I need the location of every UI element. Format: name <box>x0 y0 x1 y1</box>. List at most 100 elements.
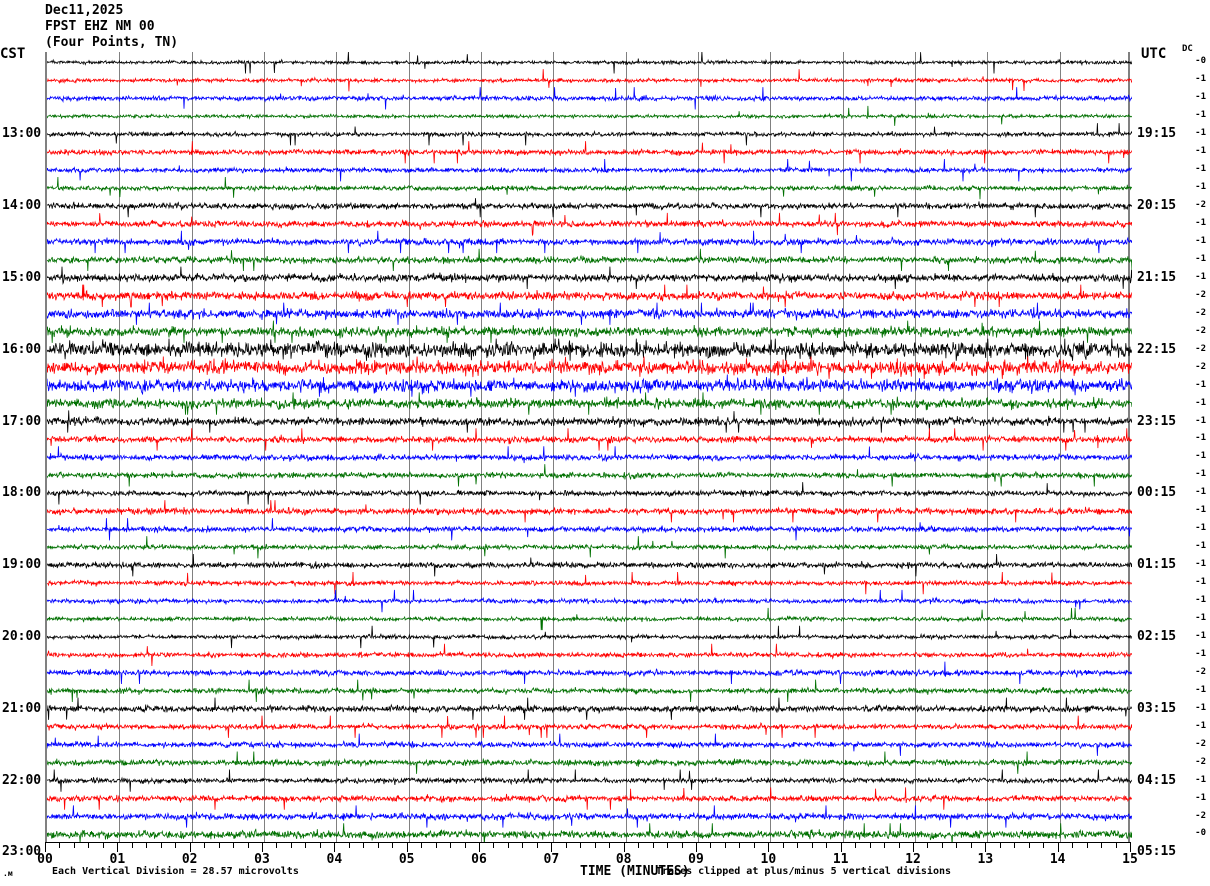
x-axis-tick-label: 11 <box>832 852 849 867</box>
x-tick-minor <box>898 842 900 848</box>
x-tick-minor <box>493 842 495 848</box>
dc-value: -2 <box>1195 810 1206 821</box>
x-tick-minor <box>319 842 321 848</box>
x-tick-major <box>479 842 480 852</box>
right-time-label: 02:15 <box>1137 628 1177 644</box>
x-axis-tick-label: 12 <box>905 852 921 867</box>
x-tick-minor <box>363 842 365 848</box>
left-time-label: 13:00 <box>2 126 42 142</box>
left-time-label: 19:00 <box>2 557 42 573</box>
x-tick-minor <box>724 842 726 848</box>
dc-value: -1 <box>1195 469 1206 480</box>
dc-value: -1 <box>1195 684 1206 695</box>
x-tick-minor <box>131 842 133 848</box>
footer-scale-note: Each Vertical Division = 28.57 microvolt… <box>52 866 299 877</box>
left-time-label: 21:00 <box>2 700 42 716</box>
x-axis-tick-label: 05 <box>398 852 415 867</box>
dc-value: -2 <box>1195 200 1206 211</box>
x-axis-title: TIME (MINUTES) <box>580 864 690 879</box>
x-tick-minor <box>782 842 784 848</box>
x-tick-minor <box>435 842 437 848</box>
x-tick-minor <box>290 842 292 848</box>
right-time-label: 00:15 <box>1137 485 1177 501</box>
x-tick-minor <box>392 842 394 848</box>
x-tick-minor <box>218 842 220 848</box>
x-tick-minor <box>797 842 799 848</box>
dc-value: -1 <box>1195 271 1206 282</box>
x-tick-minor <box>1028 842 1030 848</box>
grid-line-minute-03 <box>264 52 265 842</box>
grid-line-minute-04 <box>336 52 338 842</box>
x-tick-major <box>696 842 697 852</box>
grid-layer <box>47 52 1128 842</box>
right-time-label: 22:15 <box>1137 341 1177 357</box>
x-tick-minor <box>522 842 524 848</box>
dc-value: -1 <box>1195 397 1206 408</box>
left-time-label: 20:00 <box>2 628 42 644</box>
right-time-label: 05:15 <box>1137 844 1177 860</box>
x-tick-major <box>551 842 553 852</box>
dc-value: -1 <box>1195 613 1206 623</box>
grid-line-minute-11 <box>842 52 844 842</box>
left-time-label: 17:00 <box>2 413 42 429</box>
grid-line-minute-06 <box>481 52 482 842</box>
dc-value: -2 <box>1195 756 1206 767</box>
x-axis-tick-label: 09 <box>688 852 704 867</box>
x-tick-minor <box>970 842 972 848</box>
x-tick-minor <box>927 842 929 848</box>
dc-value: -1 <box>1195 577 1206 588</box>
x-tick-minor <box>855 842 857 848</box>
dc-value: -1 <box>1195 541 1206 552</box>
dc-value: -2 <box>1195 738 1206 749</box>
dc-value: -1 <box>1195 505 1206 516</box>
dc-value: -2 <box>1195 307 1206 318</box>
grid-line-minute-10 <box>770 52 772 842</box>
x-axis-tick-label: 00 <box>37 852 53 867</box>
x-tick-major <box>117 842 119 852</box>
x-tick-major <box>840 842 842 852</box>
grid-line-minute-14 <box>1059 52 1061 842</box>
seismogram-plot[interactable] <box>45 52 1132 842</box>
x-tick-minor <box>1115 842 1117 848</box>
x-tick-major <box>189 842 191 852</box>
dc-value: -1 <box>1195 146 1206 157</box>
footer-clip-note: Traces clipped at plus/minus 5 vertical … <box>656 866 952 877</box>
dc-column-label: DC <box>1182 44 1193 54</box>
header-station: FPST EHZ NM 00 <box>45 19 155 34</box>
x-tick-minor <box>1086 842 1088 848</box>
x-tick-minor <box>1043 842 1045 848</box>
x-tick-minor <box>233 842 235 848</box>
x-tick-major <box>262 842 263 852</box>
x-tick-minor <box>710 842 712 848</box>
x-tick-minor <box>276 842 278 848</box>
x-tick-minor <box>594 842 596 848</box>
x-axis-tick-label: 06 <box>471 852 487 867</box>
right-axis-label: UTC <box>1141 46 1167 62</box>
dc-value: -0 <box>1195 828 1206 839</box>
x-axis-tick-label: 14 <box>1049 852 1066 867</box>
x-axis-tick-label: 10 <box>760 852 777 867</box>
x-tick-minor <box>59 842 61 848</box>
right-time-label: 01:15 <box>1137 557 1177 573</box>
dc-value: -2 <box>1195 343 1206 354</box>
grid-line-minute-05 <box>408 52 410 842</box>
dc-value: -1 <box>1195 702 1206 713</box>
dc-value: -1 <box>1195 182 1206 193</box>
header-date: Dec11,2025 <box>45 3 124 18</box>
x-tick-minor <box>175 842 177 848</box>
x-axis-tick-label: 15 <box>1122 852 1138 867</box>
x-tick-minor <box>536 842 538 848</box>
x-tick-minor <box>638 842 640 848</box>
dc-value: -1 <box>1195 218 1206 228</box>
dc-value: -1 <box>1195 74 1206 85</box>
x-axis-tick-label: 13 <box>977 852 994 867</box>
right-time-label: 03:15 <box>1137 700 1177 716</box>
x-tick-minor <box>884 842 886 848</box>
x-tick-minor <box>305 842 307 848</box>
x-tick-minor <box>999 842 1001 848</box>
x-tick-minor <box>247 842 249 848</box>
x-tick-minor <box>507 842 509 848</box>
x-tick-minor <box>204 842 206 848</box>
dc-value: -2 <box>1195 666 1206 677</box>
x-axis-tick-label: 04 <box>326 852 343 867</box>
